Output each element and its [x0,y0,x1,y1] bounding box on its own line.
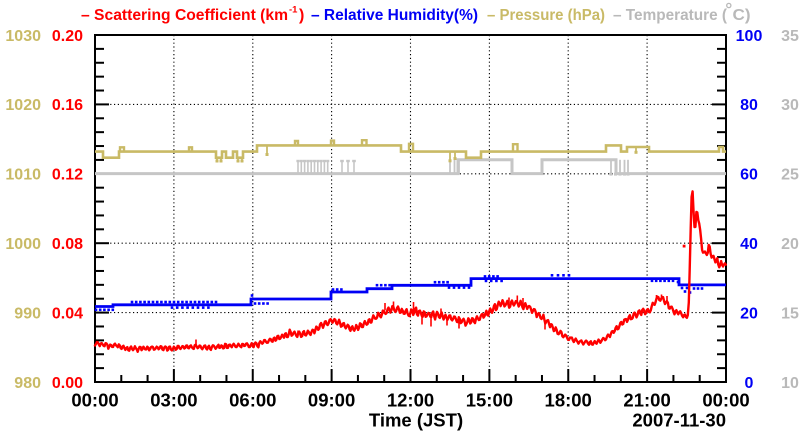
svg-text:80: 80 [740,97,758,114]
svg-text:0.16: 0.16 [52,97,83,114]
svg-text:20: 20 [740,305,758,322]
svg-text:0.08: 0.08 [52,236,83,253]
svg-text:40: 40 [740,236,758,253]
svg-text:980: 980 [14,375,41,392]
svg-text:09:00: 09:00 [308,390,355,411]
svg-text:1010: 1010 [5,167,41,184]
svg-text:18:00: 18:00 [545,390,592,411]
svg-text:10: 10 [781,375,799,392]
svg-text:100: 100 [736,28,763,45]
svg-text:– Pressure (hPa): – Pressure (hPa) [487,7,605,24]
svg-text:35: 35 [781,28,799,45]
svg-text:60: 60 [740,167,758,184]
svg-text:20: 20 [781,236,799,253]
svg-text:0.04: 0.04 [52,305,83,322]
svg-text:– Relative Humidity(%): – Relative Humidity(%) [311,7,478,24]
svg-text:0.00: 0.00 [52,375,83,392]
svg-text:03:00: 03:00 [150,390,197,411]
svg-text:12:00: 12:00 [387,390,434,411]
svg-text:30: 30 [781,97,799,114]
svg-text:0.12: 0.12 [52,167,83,184]
svg-text:15:00: 15:00 [466,390,513,411]
svg-text:-1: -1 [289,5,298,16]
svg-text:25: 25 [781,167,799,184]
svg-text:1020: 1020 [5,97,41,114]
svg-text:15: 15 [781,305,799,322]
svg-text:2007-11-30: 2007-11-30 [632,410,726,431]
svg-text:Time (JST): Time (JST) [369,410,463,431]
svg-text:C): C) [733,7,751,24]
svg-text:990: 990 [14,305,41,322]
svg-text:– Scattering Coefficient (km: – Scattering Coefficient (km [81,7,288,24]
svg-text:): ) [299,7,304,24]
svg-text:00:00: 00:00 [71,390,118,411]
svg-text:– Temperature (: – Temperature ( [613,7,728,24]
svg-text:06:00: 06:00 [229,390,276,411]
svg-text:00:00: 00:00 [702,390,749,411]
svg-text:0.20: 0.20 [52,28,83,45]
svg-text:1000: 1000 [5,236,41,253]
svg-text:21:00: 21:00 [623,390,670,411]
svg-text:1030: 1030 [5,28,41,45]
svg-text:0: 0 [745,375,754,392]
